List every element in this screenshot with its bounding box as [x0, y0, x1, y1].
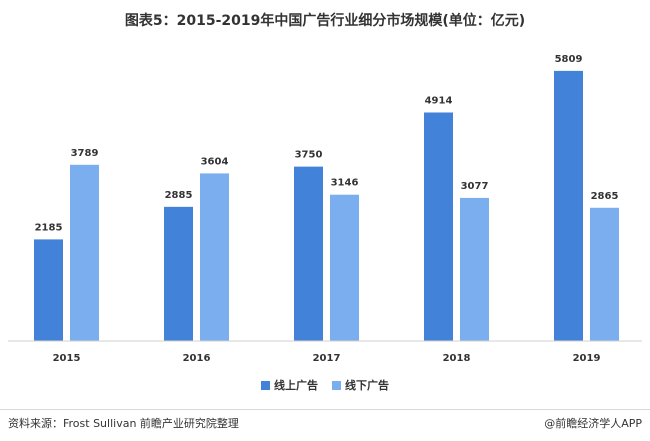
bar-offline-2016: [200, 173, 229, 341]
value-label-offline-2016: 3604: [201, 156, 229, 167]
legend-label-online: 线上广告: [274, 379, 318, 392]
value-label-online-2015: 2185: [35, 222, 63, 233]
x-tick-label-2015: 2015: [53, 353, 81, 364]
bar-offline-2015: [70, 164, 99, 341]
value-label-offline-2015: 3789: [71, 148, 99, 159]
bar-offline-2019: [590, 207, 619, 341]
legend-swatch-offline: [332, 380, 341, 390]
bar-offline-2018: [460, 197, 489, 341]
value-label-online-2018: 4914: [425, 95, 453, 106]
value-label-offline-2019: 2865: [591, 191, 619, 202]
bar-online-2015: [34, 239, 63, 341]
x-tick-label-2017: 2017: [313, 353, 341, 364]
value-label-online-2019: 5809: [555, 54, 583, 65]
value-label-online-2017: 3750: [295, 150, 323, 161]
legend-swatch-online: [261, 380, 270, 390]
legend-item-offline: 线下广告: [332, 377, 389, 393]
bar-online-2019: [554, 70, 583, 341]
source-note: 资料来源：Frost Sullivan 前瞻产业研究院整理: [8, 417, 239, 430]
bar-online-2016: [164, 206, 193, 341]
brand-credit: @前瞻经济学人APP: [544, 417, 642, 430]
legend-item-online: 线上广告: [261, 377, 318, 393]
legend-label-offline: 线下广告: [345, 379, 389, 392]
bar-online-2018: [424, 112, 453, 342]
chart-title: 图表5：2015-2019年中国广告行业细分市场规模(单位：亿元): [124, 13, 526, 29]
value-label-offline-2018: 3077: [461, 181, 489, 192]
x-tick-labels-group: 2015 2016 2017 2018 2019: [53, 353, 601, 364]
bar-offline-2017: [330, 194, 359, 341]
x-tick-label-2019: 2019: [573, 353, 601, 364]
bars-group: [34, 70, 619, 342]
value-label-offline-2017: 3146: [331, 178, 359, 189]
value-label-online-2016: 2885: [165, 190, 193, 201]
bar-online-2017: [294, 166, 323, 341]
footer-divider: [0, 409, 650, 410]
x-tick-label-2018: 2018: [443, 353, 471, 364]
value-labels-group: 2185 3789 2885 3604 3750 3146 4914 3077 5809 2865: [35, 54, 619, 234]
legend: 线上广告 线下广告: [0, 377, 650, 393]
x-tick-label-2016: 2016: [183, 353, 211, 364]
